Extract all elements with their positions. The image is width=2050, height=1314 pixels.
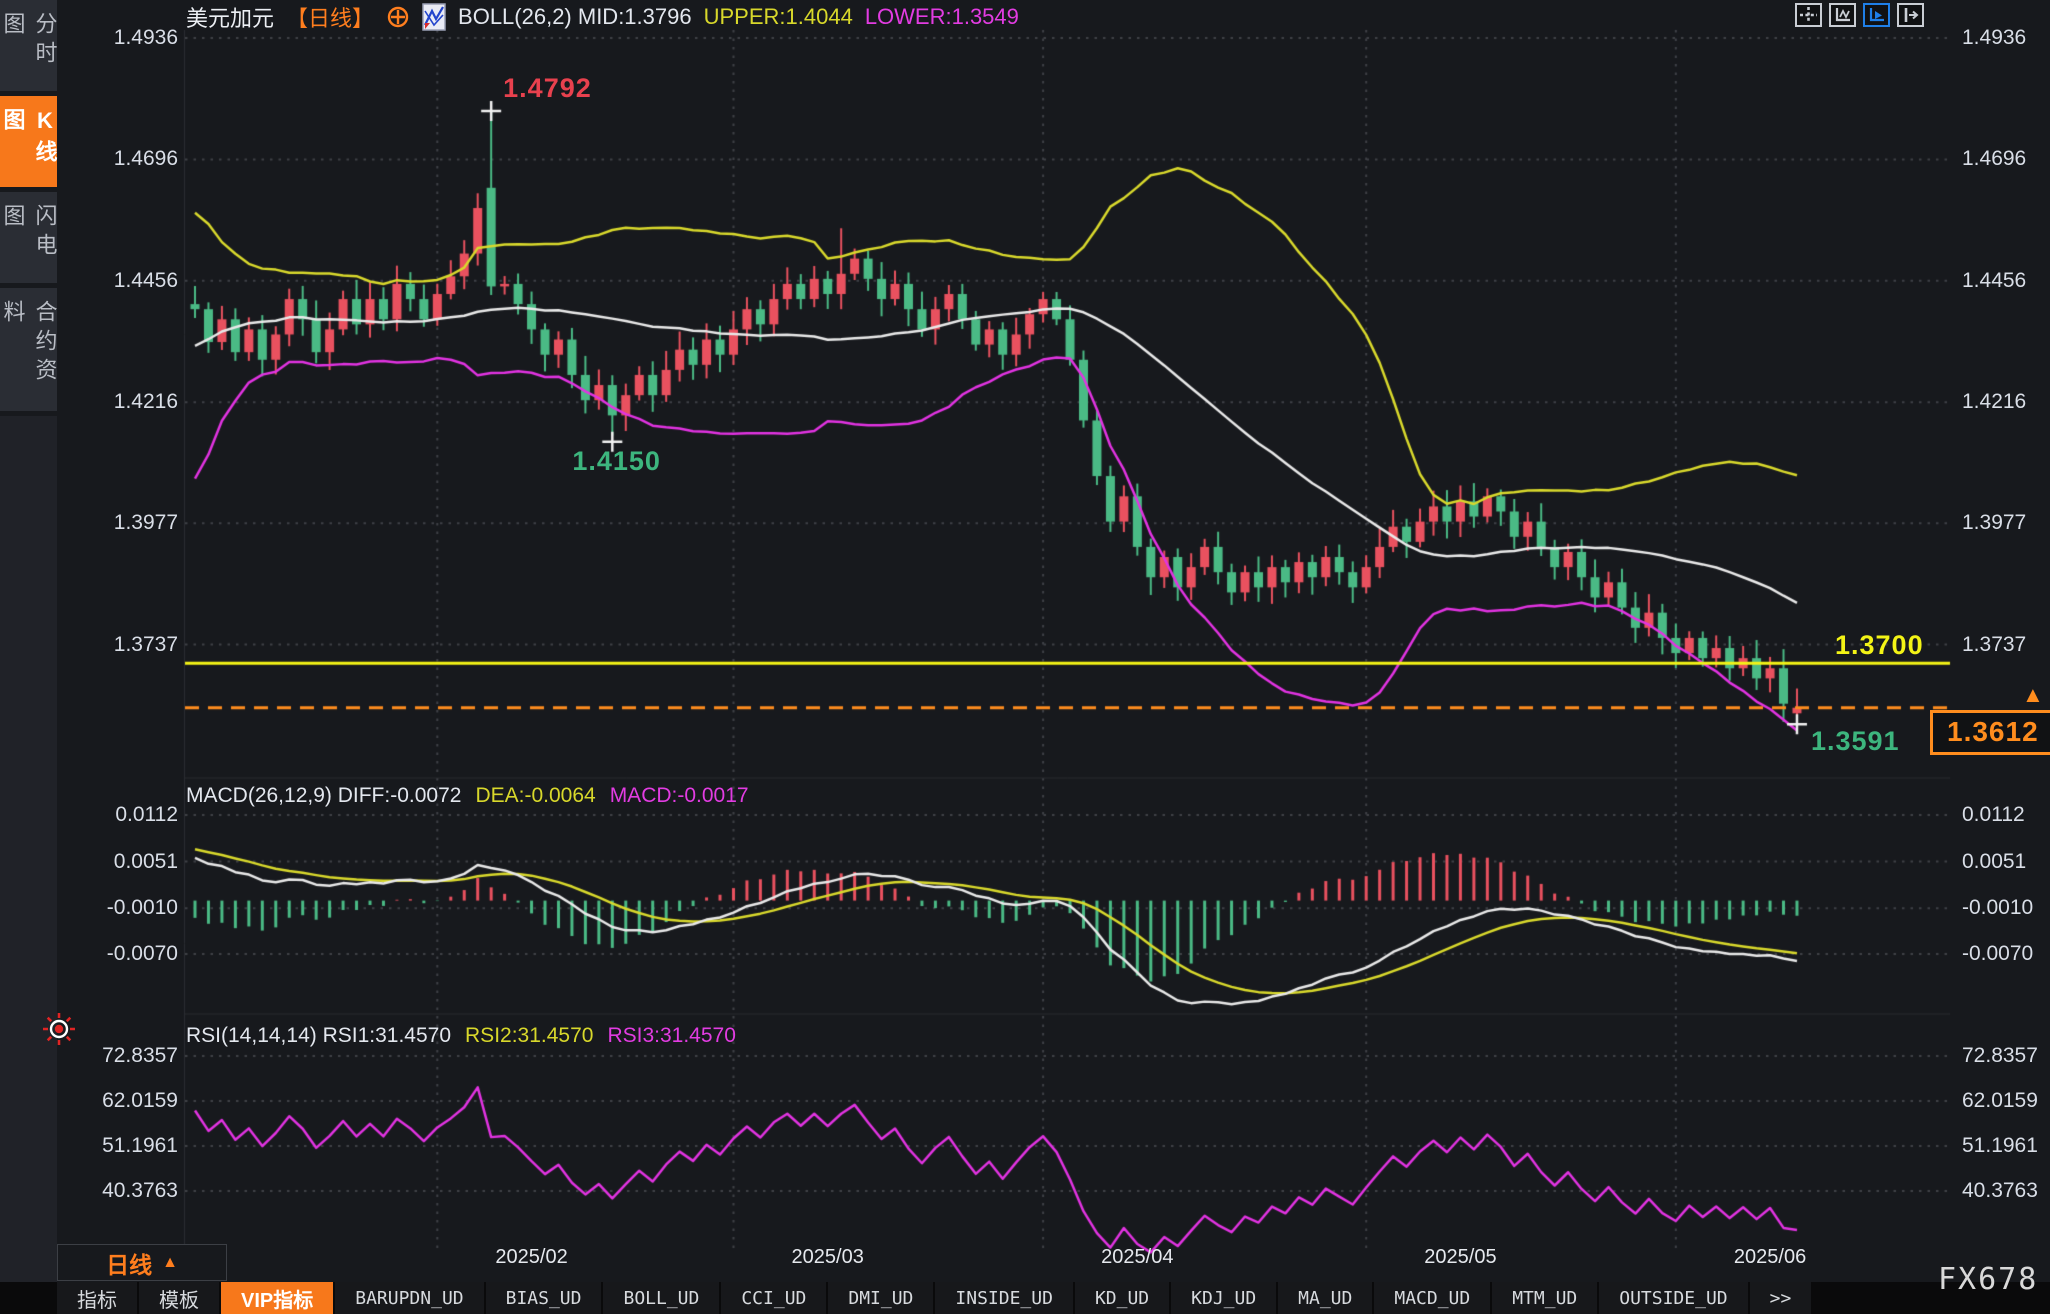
indicator-tab-7[interactable]: DMI_UD [828, 1282, 934, 1314]
indicator-tab-12[interactable]: MACD_UD [1374, 1282, 1491, 1314]
sidebar-item-1[interactable]: K线图 [0, 96, 58, 192]
y-axis-label-right: -0.0070 [1962, 942, 2034, 966]
indicator-tab-5[interactable]: BOLL_UD [603, 1282, 720, 1314]
timeframe-label: 日线 [106, 1251, 153, 1278]
y-axis-label-right: 0.0051 [1962, 849, 2027, 873]
chevron-up-icon: ▲ [162, 1253, 178, 1271]
rsi1-label: RSI(14,14,14) RSI1:31.4570 [186, 1024, 452, 1047]
macd-header: MACD(26,12,9) DIFF:-0.0072 DEA:-0.0064 M… [186, 784, 749, 808]
y-axis-label: 1.4456 [113, 268, 178, 292]
rsi-header: RSI(14,14,14) RSI1:31.4570 RSI2:31.4570 … [186, 1024, 736, 1048]
boll-lower-label: LOWER:1.3549 [864, 4, 1019, 29]
support-price-label: 1.3700 [1835, 630, 1924, 661]
price-annotation: 1.3591 [1810, 726, 1900, 757]
x-axis-label: 2025/04 [1101, 1246, 1174, 1268]
macd-dea-label: DEA:-0.0064 [475, 784, 596, 807]
indicator-settings-icon[interactable] [422, 3, 446, 31]
y-axis-label: 1.4216 [113, 390, 178, 414]
y-axis-label-right: 1.4696 [1962, 147, 2027, 171]
x-axis-label: 2025/03 [791, 1246, 864, 1268]
indicator-tab-14[interactable]: OUTSIDE_UD [1599, 1282, 1748, 1314]
brand-watermark: FX678 [1938, 1262, 2039, 1297]
live-indicator-icon [42, 1012, 76, 1051]
y-axis-label: 0.0112 [115, 802, 178, 826]
sidebar-item-0[interactable]: 分时图 [0, 0, 58, 96]
macd-diff-label: MACD(26,12,9) DIFF:-0.0072 [186, 784, 462, 807]
indicator-tab-2[interactable]: VIP指标 [221, 1282, 334, 1314]
y-axis-label-right: 40.3763 [1962, 1179, 2038, 1203]
y-axis-label-right: 1.4936 [1962, 26, 2027, 50]
y-axis-label: 1.4696 [113, 147, 178, 171]
indicator-tab-1[interactable]: 模板 [139, 1282, 219, 1314]
y-axis-label: 51.1961 [102, 1134, 178, 1158]
y-axis-label: 1.3737 [113, 632, 178, 656]
indicator-tab-4[interactable]: BIAS_UD [485, 1282, 602, 1314]
indicator-tab-10[interactable]: KDJ_UD [1171, 1282, 1277, 1314]
last-price-box: 1.3612 [1930, 709, 2050, 755]
y-axis-label-right: 62.0159 [1962, 1089, 2038, 1113]
price-annotation: 1.4150 [572, 445, 661, 476]
rsi3-label: RSI3:31.4570 [607, 1024, 736, 1047]
auto-scroll-icon[interactable] [1863, 3, 1890, 27]
x-axis-label: 2025/06 [1733, 1246, 1807, 1268]
axis-scale-icon[interactable] [1829, 3, 1856, 27]
sidebar: 分时图 K线图 闪电图 合约资料 [0, 0, 58, 1282]
period-tag: 【日线】 [286, 6, 375, 31]
y-axis-label: 72.8357 [102, 1044, 178, 1068]
y-axis-label-right: 51.1961 [1962, 1134, 2038, 1158]
y-axis-label-right: 1.4456 [1962, 268, 2027, 292]
shift-right-icon[interactable] [1897, 3, 1924, 27]
indicator-tab-9[interactable]: KD_UD [1074, 1282, 1170, 1314]
x-axis-label: 2025/05 [1424, 1246, 1497, 1268]
add-favorite-icon[interactable] [386, 5, 410, 29]
price-up-arrow-icon: ▲ [2022, 681, 2044, 707]
y-axis-label: -0.0070 [106, 942, 178, 966]
indicator-tabbar: 指标 模板 VIP指标 BARUPDN_UD BIAS_UD BOLL_UD CCI_UD D… [0, 1282, 2050, 1314]
y-axis-label-right: -0.0010 [1962, 896, 2034, 920]
y-axis-label-right: 0.0112 [1962, 802, 2025, 826]
indicator-tab-0[interactable]: 指标 [57, 1282, 137, 1314]
macd-bar-label: MACD:-0.0017 [609, 784, 749, 807]
y-axis-label: -0.0010 [106, 896, 178, 920]
y-axis-label: 40.3763 [102, 1179, 178, 1203]
y-axis-label-right: 1.3737 [1962, 632, 2027, 656]
chart-toolbar [1795, 3, 1924, 27]
x-axis-label: 2025/02 [495, 1246, 568, 1268]
indicator-tab-13[interactable]: MTM_UD [1492, 1282, 1598, 1314]
y-axis-label-right: 1.4216 [1962, 390, 2027, 414]
indicator-tab-8[interactable]: INSIDE_UD [935, 1282, 1073, 1314]
y-axis-label: 0.0051 [113, 849, 178, 873]
sidebar-item-3[interactable]: 合约资料 [0, 288, 58, 416]
price-annotation: 1.4792 [503, 72, 592, 103]
timeframe-selector[interactable]: 日线 ▲ [57, 1244, 227, 1281]
y-axis-label-right: 72.8357 [1962, 1044, 2038, 1068]
y-axis-label: 1.4936 [113, 26, 178, 50]
pan-crosshair-icon[interactable] [1795, 3, 1822, 27]
chart-header: 美元加元 【日线】 BOLL(26,2) MID:1.3796 UPPER:1.… [186, 3, 1019, 31]
indicator-tab-3[interactable]: BARUPDN_UD [335, 1282, 484, 1314]
indicator-tab-6[interactable]: CCI_UD [721, 1282, 827, 1314]
y-axis-label: 1.3977 [113, 511, 178, 535]
y-axis-label-right: 1.3977 [1962, 511, 2027, 535]
sidebar-item-2[interactable]: 闪电图 [0, 192, 58, 288]
boll-upper-label: UPPER:1.4044 [703, 4, 853, 29]
boll-mid-label: BOLL(26,2) MID:1.3796 [458, 4, 692, 29]
y-axis-label: 62.0159 [102, 1089, 178, 1113]
indicator-tab-15[interactable]: >> [1749, 1282, 1812, 1314]
indicator-tab-11[interactable]: MA_UD [1278, 1282, 1373, 1314]
symbol-title: 美元加元 [186, 6, 275, 31]
rsi2-label: RSI2:31.4570 [465, 1024, 594, 1047]
